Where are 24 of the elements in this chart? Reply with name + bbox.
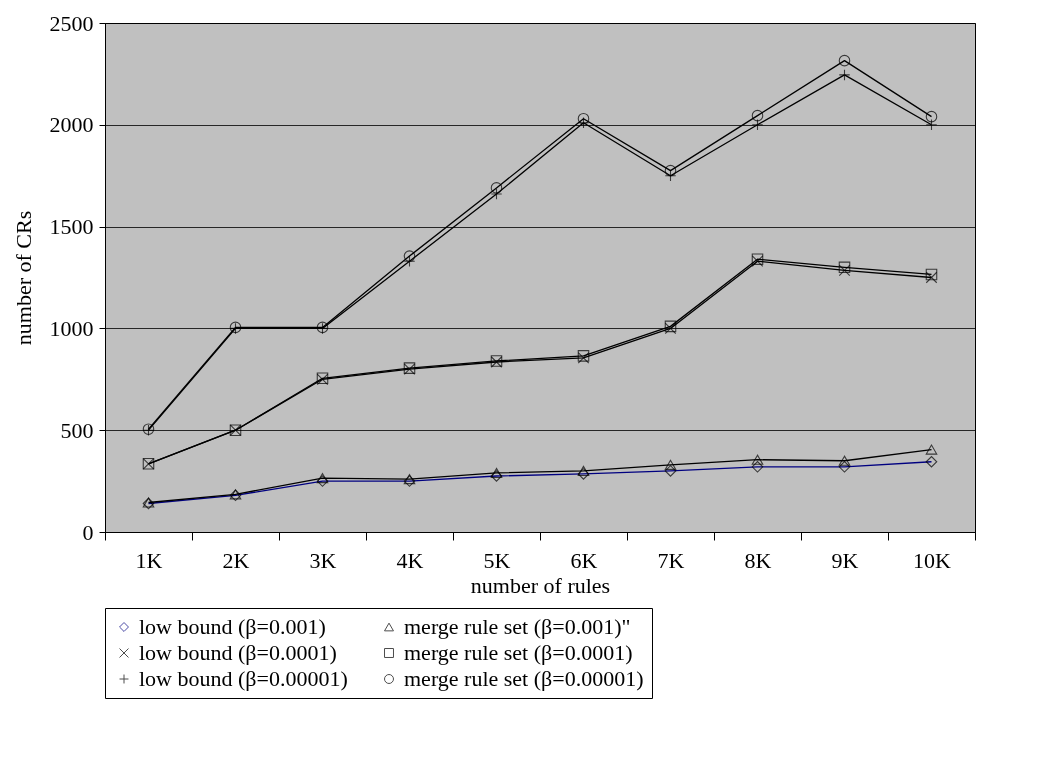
y-tick-label: 1000 [49,315,94,341]
legend-label: low bound (β=0.00001) [139,666,348,691]
y-tick-label: 2500 [49,10,94,36]
y-axis-title: number of CRs [10,210,36,346]
x-tick-label: 1K [135,547,163,573]
legend-label: merge rule set (β=0.00001) [404,666,644,691]
legend-label: low bound (β=0.001) [139,614,326,639]
legend-label: low bound (β=0.0001) [139,640,337,665]
x-tick-label: 4K [396,547,424,573]
x-axis-title: number of rules [470,572,611,598]
legend-label: merge rule set (β=0.0001) [404,640,633,665]
x-tick-label: 8K [744,547,772,573]
x-tick-label: 6K [570,547,598,573]
y-tick-label: 0 [82,519,94,545]
x-tick-label: 10K [913,547,952,573]
x-tick-label: 9K [831,547,859,573]
x-tick-label: 5K [483,547,511,573]
x-tick-label: 7K [657,547,685,573]
legend-label: merge rule set (β=0.001)" [404,614,631,639]
y-tick-label: 2000 [49,112,94,138]
x-tick-label: 2K [222,547,250,573]
y-tick-label: 500 [60,417,94,443]
y-tick-label: 1500 [49,214,94,240]
x-tick-label: 3K [309,547,337,573]
